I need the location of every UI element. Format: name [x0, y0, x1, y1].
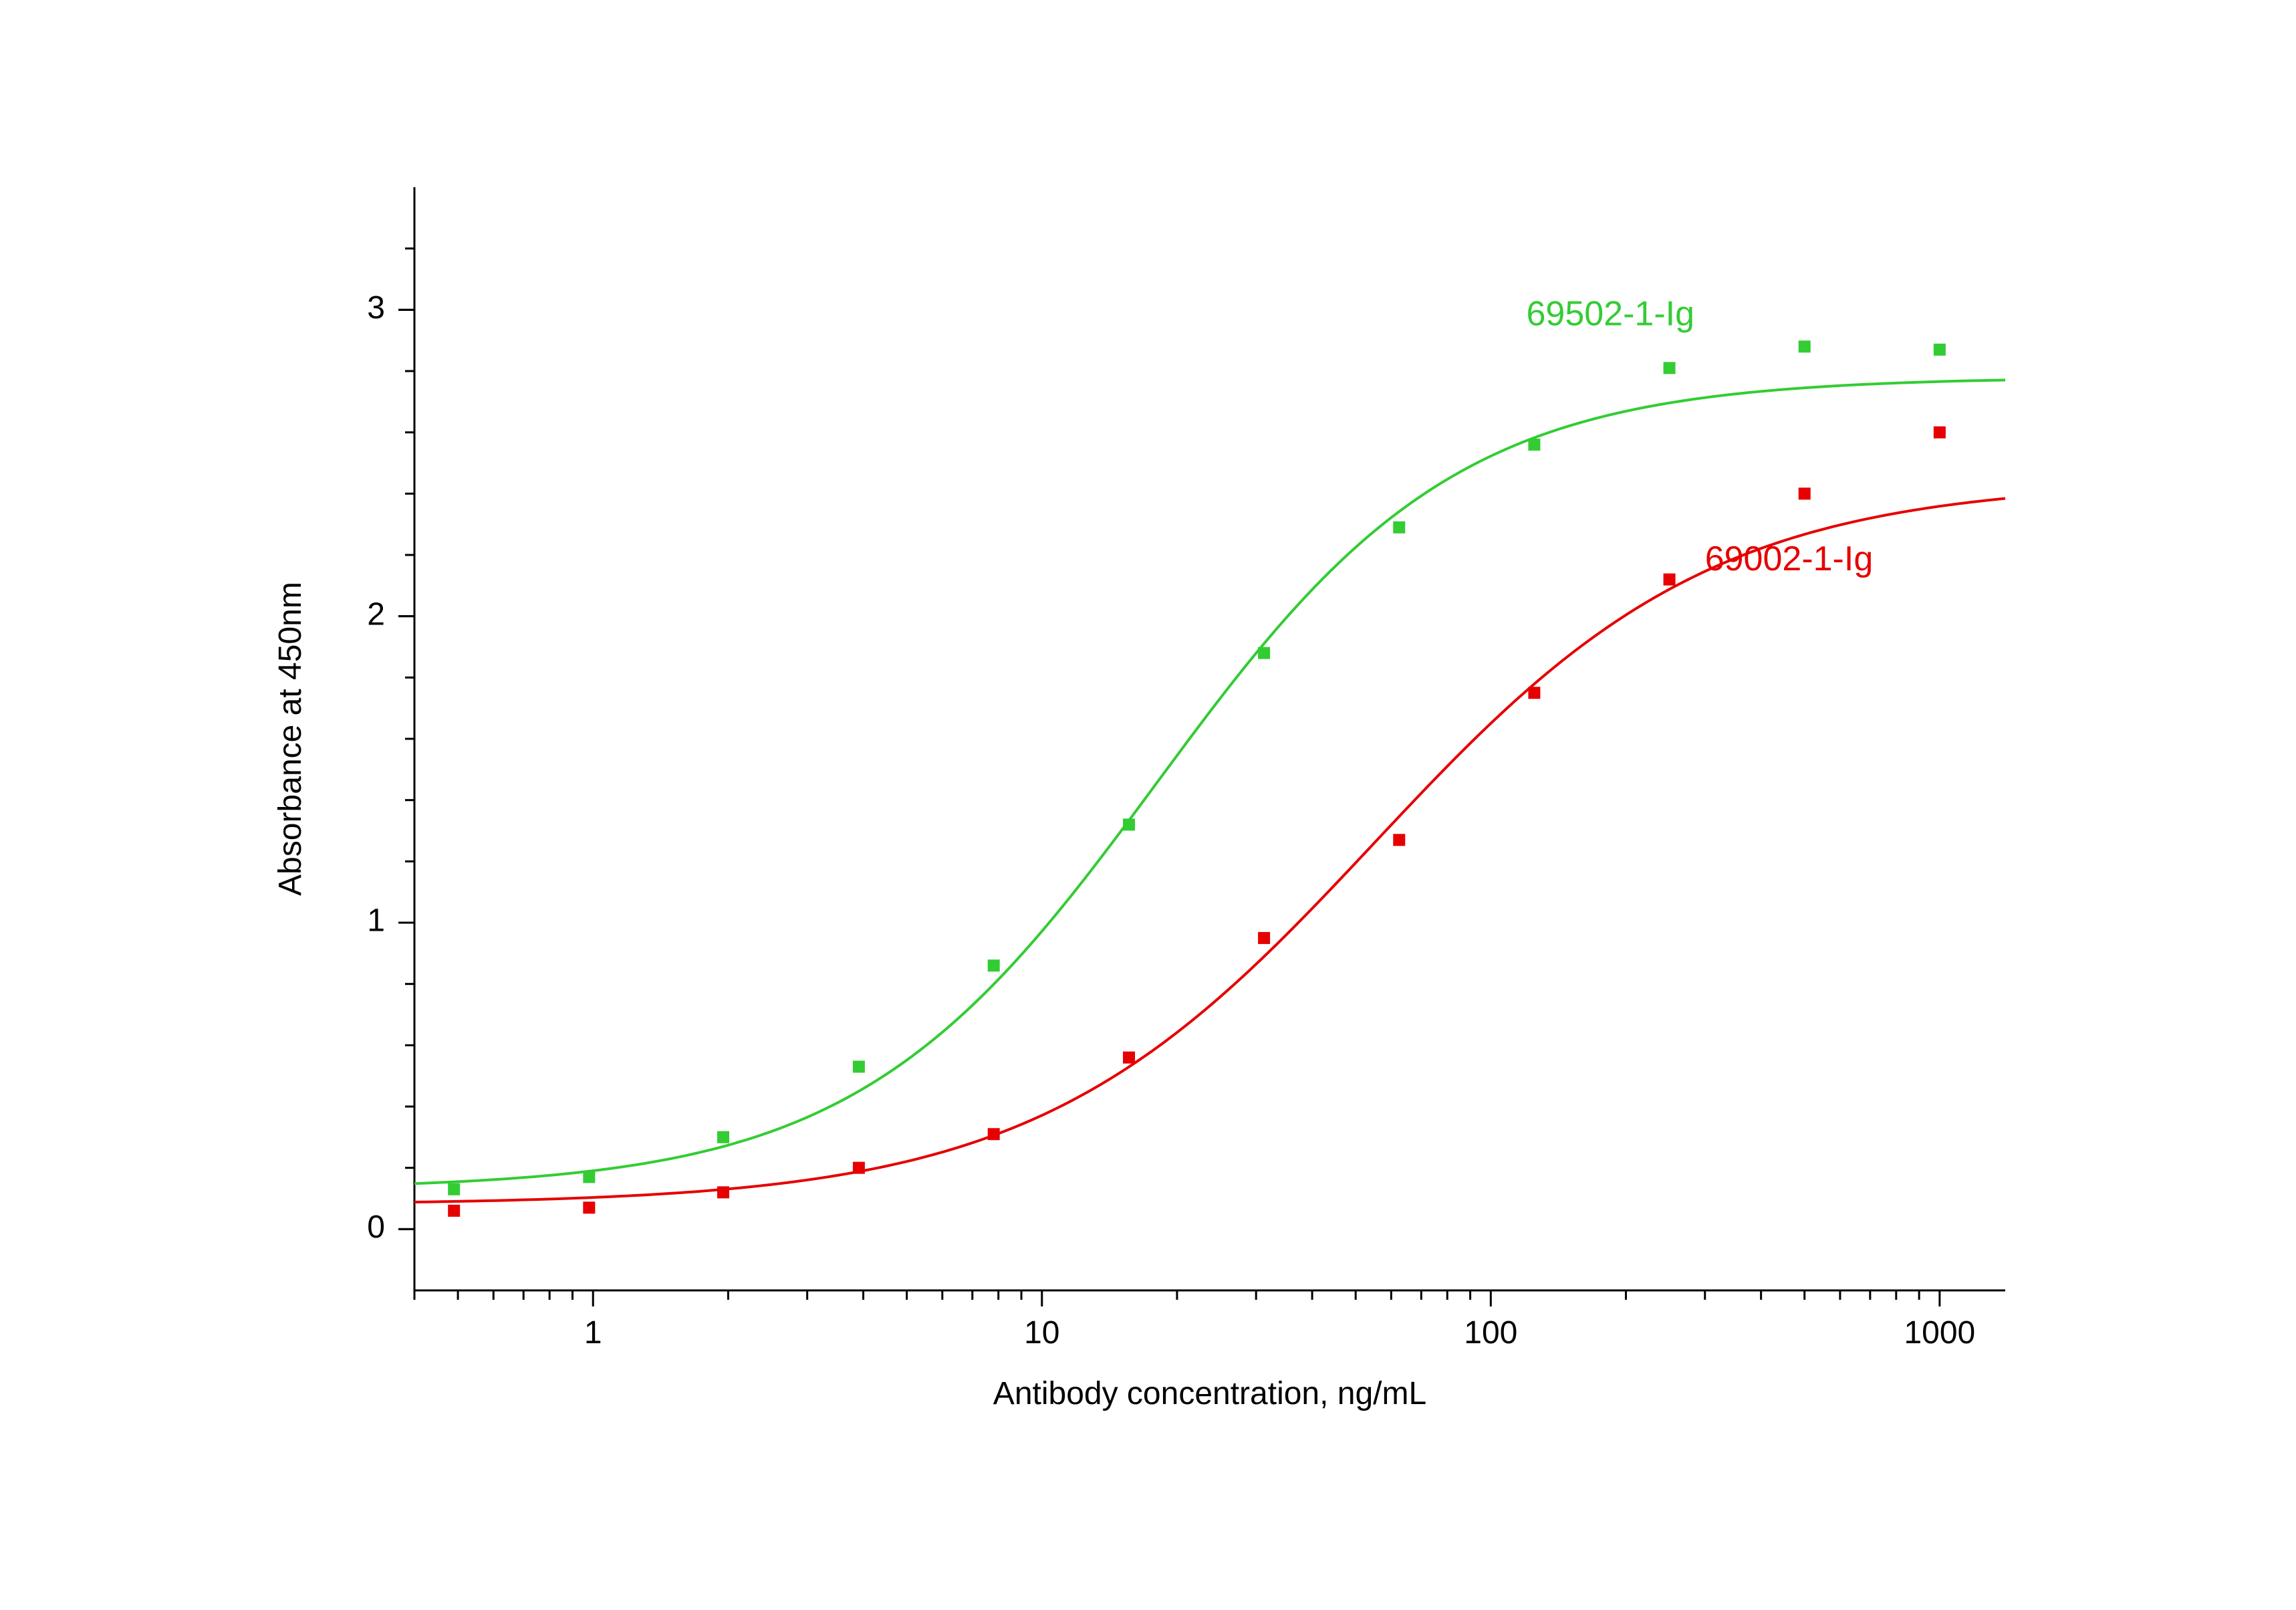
data-point-0-3: [853, 1060, 865, 1072]
data-point-1-7: [1393, 834, 1405, 846]
y-tick-label: 1: [367, 903, 385, 939]
data-point-1-8: [1528, 687, 1540, 699]
data-point-1-6: [1258, 932, 1270, 944]
y-axis-label: Absorbance at 450nm: [273, 582, 308, 896]
data-point-0-1: [583, 1171, 595, 1183]
series-label-1: 69002-1-Ig: [1705, 540, 1874, 578]
y-tick-label: 3: [367, 290, 385, 326]
data-point-0-5: [1123, 818, 1135, 830]
data-point-1-3: [853, 1162, 865, 1174]
data-point-1-0: [448, 1205, 460, 1217]
dose-response-chart: 0 1 2 3 1 10 100 1000 Antibody concentration, ng…: [0, 0, 2296, 1610]
data-point-0-4: [988, 959, 1000, 971]
data-point-0-9: [1664, 362, 1676, 374]
series-label-0: 69502-1-Ig: [1526, 294, 1694, 333]
x-tick-label: 10: [1024, 1315, 1059, 1351]
data-point-1-10: [1799, 487, 1811, 499]
data-point-1-1: [583, 1201, 595, 1214]
data-point-0-7: [1393, 522, 1405, 534]
data-point-1-9: [1664, 574, 1676, 586]
data-point-0-0: [448, 1183, 460, 1195]
x-axis-label: Antibody concentration, ng/mL: [993, 1376, 1426, 1411]
x-tick-label: 100: [1464, 1315, 1517, 1351]
y-tick-label: 2: [367, 596, 385, 632]
x-tick-label: 1000: [1904, 1315, 1975, 1351]
data-point-0-10: [1799, 340, 1811, 352]
data-point-1-5: [1123, 1052, 1135, 1064]
data-point-0-11: [1934, 344, 1946, 356]
x-tick-label: 1: [584, 1315, 602, 1351]
data-point-0-2: [717, 1131, 729, 1143]
y-tick-label: 0: [367, 1210, 385, 1245]
data-point-0-6: [1258, 647, 1270, 659]
data-point-0-8: [1528, 439, 1540, 451]
data-point-1-4: [988, 1128, 1000, 1140]
data-point-1-2: [717, 1186, 729, 1198]
data-point-1-11: [1934, 427, 1946, 439]
chart-container: 0 1 2 3 1 10 100 1000 Antibody concentration, ng…: [0, 0, 2296, 1610]
